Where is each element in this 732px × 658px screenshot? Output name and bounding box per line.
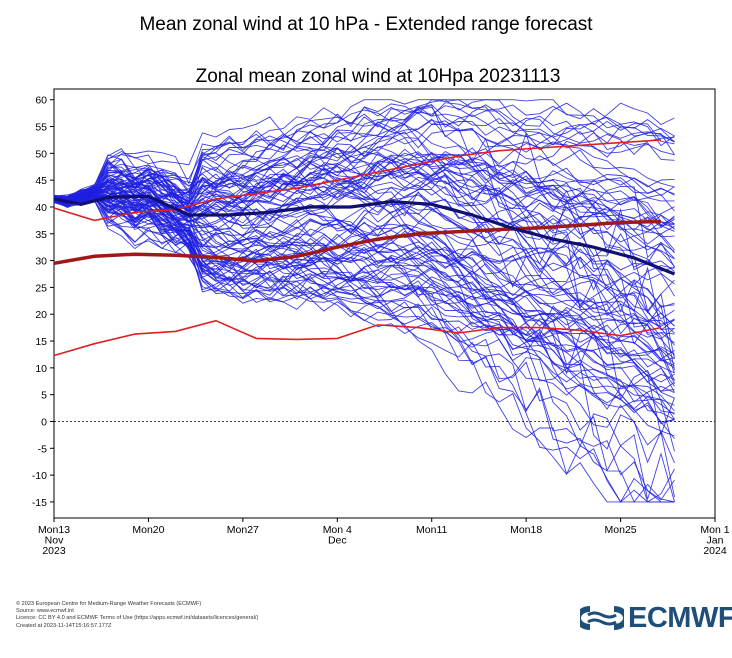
y-tick-label: 60 bbox=[35, 95, 47, 107]
footer-copyright: © 2023 European Centre for Medium-Range … bbox=[16, 601, 202, 607]
climatology-mean-line bbox=[53, 219, 662, 266]
climatology-lines bbox=[53, 139, 662, 357]
x-tick-label: Mon 4 bbox=[323, 524, 352, 536]
ensemble-member-line bbox=[53, 198, 675, 420]
y-tick-label: 55 bbox=[35, 122, 47, 134]
ensemble-member-line bbox=[53, 167, 675, 267]
y-tick-label: -15 bbox=[32, 497, 47, 509]
footer: © 2023 European Centre for Medium-Range … bbox=[16, 601, 258, 630]
ensemble-mean-group bbox=[53, 194, 676, 276]
ensemble-member-line bbox=[53, 151, 675, 222]
ensemble-member-line bbox=[53, 106, 675, 201]
ensemble-member-line bbox=[53, 191, 675, 392]
ensemble-member-line bbox=[53, 197, 675, 406]
x-tick-label: Nov bbox=[45, 535, 64, 547]
y-tick-label: 30 bbox=[35, 256, 47, 268]
footer-created: Created at 2023-11-14T15:16:57.177Z bbox=[16, 622, 112, 629]
x-tick-label: Mon11 bbox=[416, 524, 447, 536]
y-tick-label: 10 bbox=[35, 363, 47, 375]
ensemble-member-line bbox=[53, 119, 675, 202]
ensemble-member-line bbox=[53, 104, 675, 200]
ensemble-member-line bbox=[53, 182, 675, 356]
ecmwf-logo-text: ECMWF bbox=[628, 601, 732, 634]
ensemble-member-line bbox=[53, 179, 675, 252]
ecmwf-logo-icon bbox=[580, 606, 624, 630]
ensemble-member-line bbox=[53, 198, 675, 439]
chart: Zonal mean zonal wind at 10Hpa 20231113 … bbox=[32, 66, 730, 557]
ensemble-member-line bbox=[53, 161, 675, 233]
ensemble-member-line bbox=[53, 160, 675, 237]
y-tick-label: 15 bbox=[35, 336, 47, 348]
y-tick-label: 35 bbox=[35, 229, 47, 241]
climatology-min-line bbox=[53, 319, 662, 357]
ecmwf-logo[interactable]: ECMWF bbox=[580, 600, 732, 636]
ensemble-member-line bbox=[53, 193, 675, 365]
ensemble-member-line bbox=[53, 172, 675, 381]
y-tick-label: 50 bbox=[35, 148, 47, 160]
x-tick-label: 2024 bbox=[703, 545, 727, 557]
x-tick-label: Mon18 bbox=[510, 524, 542, 536]
x-tick-label: Jan bbox=[707, 535, 724, 547]
ensemble-member-line bbox=[53, 169, 675, 371]
page-title: Mean zonal wind at 10 hPa - Extended ran… bbox=[139, 14, 593, 35]
x-tick-label: Dec bbox=[328, 535, 347, 547]
ensemble-member-line bbox=[53, 105, 675, 204]
ensemble-member-line bbox=[53, 195, 675, 383]
x-tick-label: Mon27 bbox=[227, 524, 259, 536]
ensemble-member-line bbox=[53, 192, 675, 425]
ensemble-member-line bbox=[53, 105, 675, 260]
ensemble-member-line bbox=[53, 194, 675, 392]
ensemble-member-line bbox=[53, 99, 675, 203]
y-tick-label: -10 bbox=[32, 470, 47, 482]
footer-source: Source: www.ecmwf.int bbox=[16, 608, 74, 615]
ensemble-member-line bbox=[53, 157, 675, 225]
ensemble-member-line bbox=[53, 106, 675, 207]
ensemble-member-line bbox=[53, 195, 675, 327]
y-tick-label: 0 bbox=[41, 416, 47, 428]
y-tick-label: 25 bbox=[35, 282, 47, 294]
ensemble-members bbox=[53, 99, 675, 503]
x-tick-label: Mon 1 bbox=[700, 524, 729, 536]
x-tick-label: Mon25 bbox=[605, 524, 637, 536]
ensemble-member-line bbox=[53, 99, 675, 202]
ensemble-member-line bbox=[53, 196, 675, 503]
ensemble-member-line bbox=[53, 119, 675, 271]
ensemble-member-line bbox=[53, 194, 675, 393]
ensemble-mean-line bbox=[53, 194, 676, 276]
y-tick-label: -5 bbox=[38, 443, 47, 455]
ensemble-member-line bbox=[53, 195, 675, 415]
ensemble-member-line bbox=[53, 190, 675, 436]
y-tick-label: 5 bbox=[41, 390, 47, 402]
y-tick-label: 20 bbox=[35, 309, 47, 321]
y-tick-label: 45 bbox=[35, 175, 47, 187]
y-tick-label: 40 bbox=[35, 202, 47, 214]
chart-title: Zonal mean zonal wind at 10Hpa 20231113 bbox=[196, 66, 561, 87]
x-tick-label: Mon13 bbox=[38, 524, 70, 536]
climatology-max-line bbox=[53, 139, 662, 222]
ensemble-member-line bbox=[53, 194, 675, 503]
footer-licence: Licence: CC BY 4.0 and ECMWF Terms of Us… bbox=[16, 615, 259, 622]
ensemble-member-line bbox=[53, 194, 675, 437]
x-tick-label: 2023 bbox=[42, 545, 66, 557]
plot-frame bbox=[53, 88, 716, 519]
x-tick-label: Mon20 bbox=[132, 524, 164, 536]
